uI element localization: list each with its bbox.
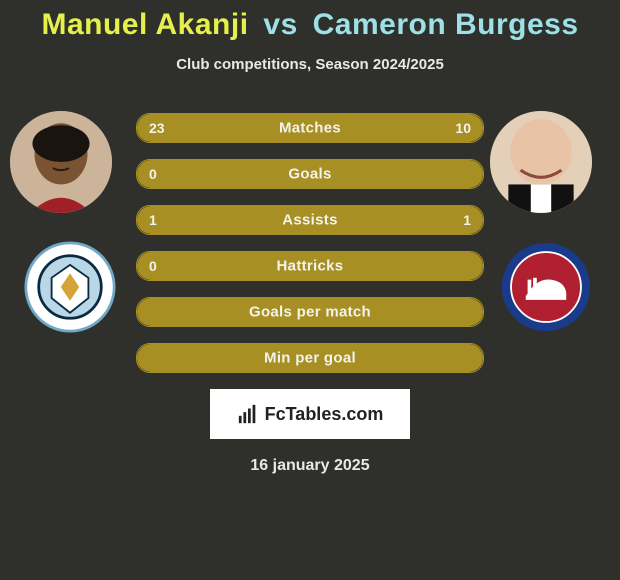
stat-value-left: 23 bbox=[149, 120, 165, 136]
stat-label: Matches bbox=[279, 120, 341, 137]
branding-text: FcTables.com bbox=[265, 404, 384, 425]
stat-value-right: 1 bbox=[463, 212, 471, 228]
stat-label: Hattricks bbox=[277, 258, 344, 275]
player2-club-badge bbox=[500, 241, 592, 333]
stat-label: Goals bbox=[288, 166, 331, 183]
stat-bar: Hattricks 0 bbox=[136, 251, 484, 281]
player1-club-badge bbox=[24, 241, 116, 333]
chart-icon bbox=[237, 403, 259, 425]
page-title: Manuel Akanji vs Cameron Burgess bbox=[0, 0, 620, 42]
stat-value-left: 0 bbox=[149, 258, 157, 274]
stat-bars: Matches2310Goals0Assists11Hattricks0Goal… bbox=[136, 111, 484, 373]
stat-label: Min per goal bbox=[264, 350, 356, 367]
date-text: 16 january 2025 bbox=[0, 457, 620, 475]
stat-bar: Assists 1 1 bbox=[136, 205, 484, 235]
stat-label: Assists bbox=[282, 212, 337, 229]
stat-bar: Goals 0 bbox=[136, 159, 484, 189]
stat-value-right: 10 bbox=[455, 120, 471, 136]
stat-bar: Min per goal bbox=[136, 343, 484, 373]
stat-label: Goals per match bbox=[249, 304, 371, 321]
subtitle: Club competitions, Season 2024/2025 bbox=[0, 56, 620, 73]
player1-avatar bbox=[10, 111, 112, 213]
branding-badge: FcTables.com bbox=[210, 389, 410, 439]
player1-name: Manuel Akanji bbox=[41, 8, 248, 41]
player2-name: Cameron Burgess bbox=[313, 8, 579, 41]
stat-bar: Goals per match bbox=[136, 297, 484, 327]
vs-text: vs bbox=[263, 8, 297, 41]
stat-bar: Matches 23 10 bbox=[136, 113, 484, 143]
comparison-stage: Matches2310Goals0Assists11Hattricks0Goal… bbox=[0, 111, 620, 373]
player2-avatar bbox=[490, 111, 592, 213]
stat-value-left: 0 bbox=[149, 166, 157, 182]
stat-value-left: 1 bbox=[149, 212, 157, 228]
